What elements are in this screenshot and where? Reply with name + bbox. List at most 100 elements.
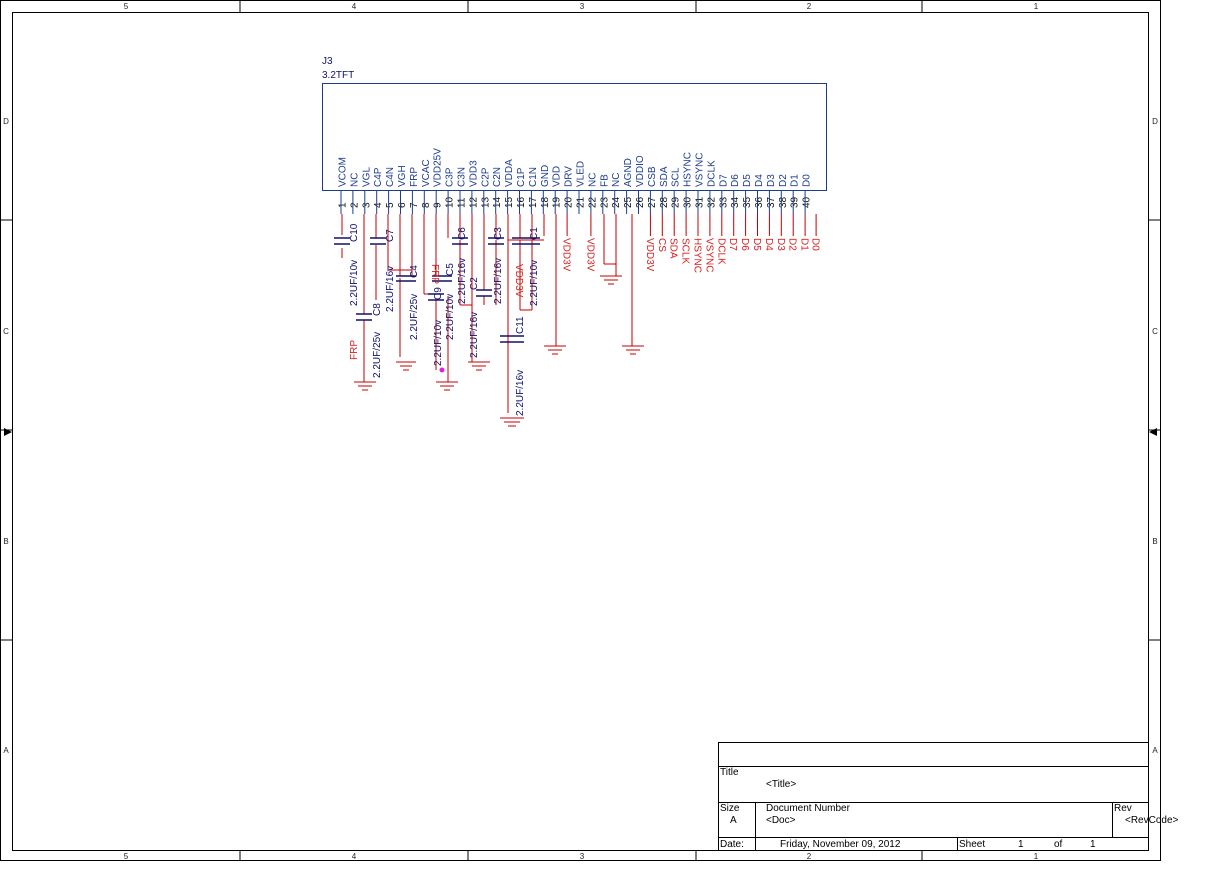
pin-name: VCOM	[338, 157, 349, 187]
frame-col-label: 4	[352, 2, 357, 11]
frame-col-label: 3	[580, 852, 585, 861]
pin-name: D5	[742, 174, 753, 187]
cap-ref-c7: C7	[385, 229, 396, 242]
net-label: DCLK	[715, 238, 726, 265]
cap-val-c6: 2.2UF/16v	[457, 258, 468, 304]
pin-number: 10	[445, 196, 456, 208]
cap-ref-c10: C10	[349, 223, 360, 242]
title-block	[718, 742, 1149, 851]
pin-name: C1N	[528, 167, 539, 187]
pin-name: VDDA	[504, 159, 515, 187]
pin-number: 16	[516, 196, 527, 208]
cap-val-c8: 2.2UF/25v	[372, 332, 383, 378]
rev-value: <RevCode>	[1125, 815, 1179, 826]
frame-arrows	[4, 428, 1157, 436]
net-label: VDD3V	[644, 238, 655, 272]
cap-ref-c2: C2	[469, 277, 480, 290]
pin-name: NC	[587, 173, 598, 187]
frame-col-label: 4	[352, 852, 357, 861]
net-frp-top: FRP	[429, 264, 440, 284]
size-value: A	[730, 815, 737, 826]
pin-name: C4P	[373, 167, 384, 187]
pin-number: 40	[802, 196, 813, 208]
cap-val-c11: 2.2UF/16v	[515, 370, 526, 416]
pin-name: VSYNC	[695, 153, 706, 187]
pin-number: 33	[718, 196, 729, 208]
pin-name: NC	[611, 173, 622, 187]
pin-name: VGL	[361, 167, 372, 187]
pin-name: C1P	[516, 167, 527, 187]
frame-row-label: A	[1152, 746, 1158, 755]
frame-col-label: 1	[1034, 2, 1039, 11]
pin-number: 13	[480, 196, 491, 208]
frame-row-label: D	[3, 117, 9, 126]
net-label: SDA	[668, 238, 679, 259]
frame-col-label: 2	[807, 852, 812, 861]
cap-ref-c9: C9	[433, 287, 444, 300]
pin-number: 17	[528, 196, 539, 208]
pin-number: 23	[599, 196, 610, 208]
pin-number: 2	[349, 202, 360, 208]
frame-row-label: C	[3, 327, 9, 336]
pin-name: FRP	[409, 167, 420, 187]
pin-number: 25	[623, 196, 634, 208]
docnum-label: Document Number	[766, 803, 851, 814]
pin-name: DRV	[564, 166, 575, 187]
pin-name: VDD25V	[433, 148, 444, 187]
pin-name: SCL	[671, 167, 682, 187]
pin-number: 8	[421, 202, 432, 208]
frame-col-label: 5	[124, 852, 129, 861]
pin-number: 30	[683, 196, 694, 208]
title-label: Title	[720, 767, 739, 778]
pin-number: 18	[540, 196, 551, 208]
net-label: CS	[656, 238, 667, 252]
pin-number: 39	[790, 196, 801, 208]
net-frp-bottom: FRP	[349, 340, 360, 360]
frame-row-label: B	[1152, 537, 1157, 546]
cap-val-c9: 2.2UF/10v	[433, 320, 444, 366]
pin-number: 38	[778, 196, 789, 208]
frame-row-label: D	[1152, 117, 1158, 126]
pin-number: 19	[552, 196, 563, 208]
pin-number: 15	[504, 196, 515, 208]
net-label: D3	[775, 238, 786, 251]
pin-number: 24	[611, 196, 622, 208]
pin-number: 7	[409, 202, 420, 208]
cap-val-c7: 2.2UF/16v	[385, 266, 396, 312]
pin-number: 14	[492, 196, 503, 208]
net-label: HSYNC	[692, 238, 703, 273]
pin-name: D0	[802, 174, 813, 187]
pin-name: D3	[766, 174, 777, 187]
pin-number: 29	[671, 196, 682, 208]
pin-name: VGH	[397, 165, 408, 187]
pin-leads	[340, 191, 806, 214]
date-value: Friday, November 09, 2012	[780, 839, 901, 850]
frame-row-label: A	[3, 746, 9, 755]
wires	[341, 214, 633, 413]
sheet-label: Sheet	[959, 839, 985, 850]
of-label: of	[1054, 839, 1063, 850]
net-labels: VDD3V VDD3V VDD3V CS SDA SCLK HSYNC VSYNC DCLK D7…	[561, 214, 821, 273]
pin-name: C3N	[457, 167, 468, 187]
pin-number: 37	[766, 196, 777, 208]
pin-number: 26	[635, 196, 646, 208]
of-value: 1	[1090, 839, 1096, 850]
pin-name: SDA	[659, 166, 670, 187]
pin-name: VCAC	[421, 159, 432, 187]
pin-name: AGND	[623, 158, 634, 187]
pin-number: 5	[385, 202, 396, 208]
net-label: VDD3V	[584, 238, 595, 272]
pin-number: 31	[695, 196, 706, 208]
net-label: VDD3V	[561, 238, 572, 272]
pin-name: VDD3	[468, 160, 479, 187]
pin-number: 22	[587, 196, 598, 208]
cap-ref-c1: C1	[529, 227, 540, 240]
frame-col-label: 1	[1034, 852, 1039, 861]
cap-ref-c8: C8	[372, 303, 383, 316]
net-vdd3v-mid: VDD3V	[513, 264, 524, 298]
size-label: Size	[720, 803, 740, 814]
frame-row-label: B	[3, 537, 8, 546]
pin-number: 3	[361, 202, 372, 208]
title-value: <Title>	[766, 779, 796, 790]
